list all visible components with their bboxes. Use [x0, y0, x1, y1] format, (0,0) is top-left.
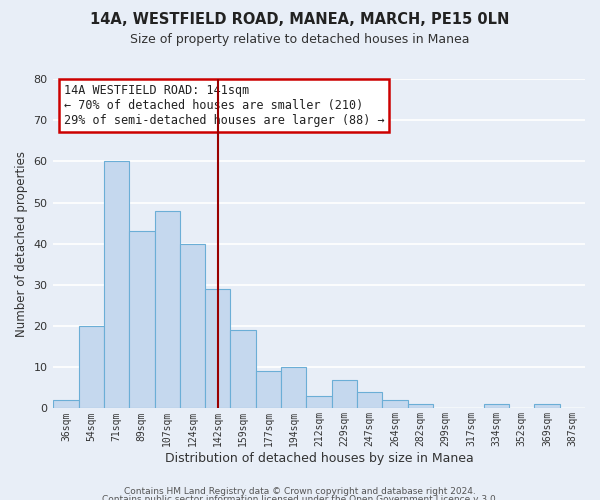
- Bar: [382, 400, 408, 408]
- Text: 14A WESTFIELD ROAD: 141sqm
← 70% of detached houses are smaller (210)
29% of sem: 14A WESTFIELD ROAD: 141sqm ← 70% of deta…: [64, 84, 385, 127]
- Bar: [205, 289, 230, 408]
- Bar: [281, 367, 307, 408]
- Text: Contains HM Land Registry data © Crown copyright and database right 2024.: Contains HM Land Registry data © Crown c…: [124, 488, 476, 496]
- Bar: [129, 232, 155, 408]
- Bar: [332, 380, 357, 408]
- Bar: [484, 404, 509, 408]
- Bar: [357, 392, 382, 408]
- Text: Contains public sector information licensed under the Open Government Licence v : Contains public sector information licen…: [101, 495, 499, 500]
- Bar: [155, 211, 180, 408]
- Bar: [535, 404, 560, 408]
- Y-axis label: Number of detached properties: Number of detached properties: [15, 150, 28, 336]
- Bar: [256, 372, 281, 408]
- Bar: [307, 396, 332, 408]
- Bar: [53, 400, 79, 408]
- Text: 14A, WESTFIELD ROAD, MANEA, MARCH, PE15 0LN: 14A, WESTFIELD ROAD, MANEA, MARCH, PE15 …: [91, 12, 509, 28]
- Bar: [104, 162, 129, 408]
- Text: Size of property relative to detached houses in Manea: Size of property relative to detached ho…: [130, 32, 470, 46]
- Bar: [230, 330, 256, 408]
- X-axis label: Distribution of detached houses by size in Manea: Distribution of detached houses by size …: [165, 452, 473, 465]
- Bar: [408, 404, 433, 408]
- Bar: [79, 326, 104, 408]
- Bar: [180, 244, 205, 408]
